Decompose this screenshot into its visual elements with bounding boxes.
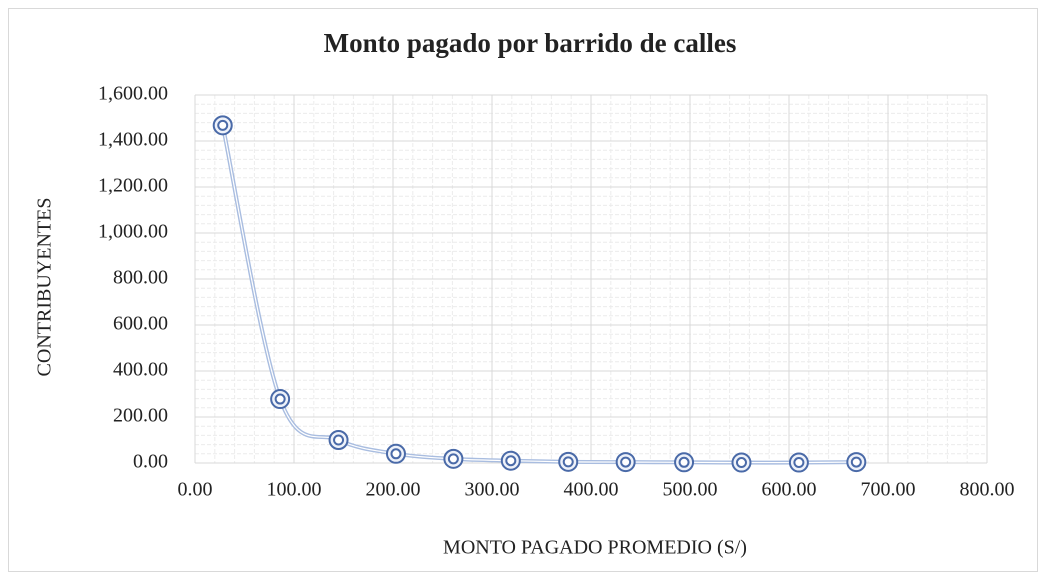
point-inner — [793, 457, 805, 469]
point — [558, 451, 579, 472]
point-inner — [447, 453, 459, 465]
y-axis-label: CONTRIBUYENTES — [34, 198, 56, 377]
y-tick-label: 400.00 — [113, 359, 168, 381]
point — [846, 452, 867, 473]
y-tick-label: 1,600.00 — [98, 83, 168, 105]
y-tick-label: 600.00 — [113, 313, 168, 335]
point-inner — [390, 448, 402, 460]
point — [385, 443, 406, 464]
y-tick-label: 800.00 — [113, 267, 168, 289]
point — [443, 448, 464, 469]
y-tick-label: 1,000.00 — [98, 221, 168, 243]
point — [674, 452, 695, 473]
point-inner — [678, 456, 690, 468]
y-tick-label: 200.00 — [113, 405, 168, 427]
point — [328, 430, 349, 450]
x-tick-label: 200.00 — [366, 479, 421, 501]
point — [212, 115, 233, 136]
x-tick-label: 600.00 — [762, 479, 817, 501]
point — [788, 452, 809, 473]
y-tick-label: 1,200.00 — [98, 175, 168, 197]
x-tick-label: 300.00 — [465, 479, 520, 501]
point-inner — [274, 393, 286, 405]
point — [500, 450, 521, 471]
point — [615, 452, 636, 473]
x-tick-label: 800.00 — [960, 479, 1015, 501]
point-inner — [562, 456, 574, 468]
x-tick-label: 700.00 — [861, 479, 916, 501]
chart-frame — [8, 8, 1038, 572]
point-inner — [620, 456, 632, 468]
x-tick-label: 0.00 — [178, 479, 213, 501]
x-tick-label: 400.00 — [564, 479, 619, 501]
point-inner — [850, 456, 862, 468]
point — [270, 389, 291, 410]
point-inner — [735, 457, 747, 469]
x-axis-label: MONTO PAGADO PROMEDIO (S/) — [443, 537, 747, 559]
chart-title: Monto pagado por barrido de calles — [324, 28, 737, 58]
y-tick-label: 1,400.00 — [98, 129, 168, 151]
point-inner — [217, 119, 229, 131]
x-tick-label: 500.00 — [663, 479, 718, 501]
y-tick-label: 0.00 — [133, 451, 168, 473]
x-tick-label: 100.00 — [267, 479, 322, 501]
point-inner — [505, 455, 517, 467]
point — [731, 452, 752, 473]
point-inner — [333, 434, 345, 446]
